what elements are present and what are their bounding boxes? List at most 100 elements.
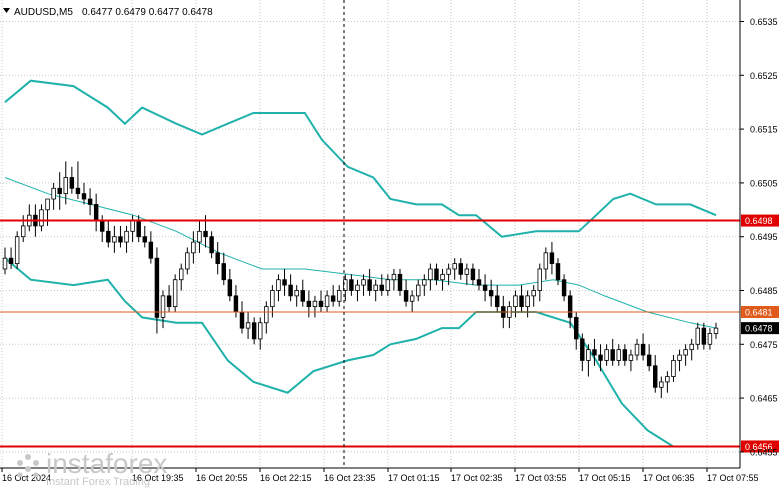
candle-body	[543, 252, 549, 270]
candle-body	[87, 198, 93, 205]
candle	[543, 247, 549, 280]
candle-body	[440, 273, 445, 281]
candle	[616, 344, 621, 366]
symbol-label: AUDUSD,M5	[14, 7, 73, 18]
candle	[330, 285, 336, 307]
candle-body	[154, 257, 160, 318]
candle	[634, 338, 640, 361]
candle	[142, 225, 147, 248]
candle	[513, 290, 518, 318]
candle-body	[531, 290, 536, 297]
instaforex-logo-icon	[17, 454, 39, 478]
candle-body	[270, 290, 275, 308]
candle-body	[616, 349, 621, 361]
candle	[8, 247, 14, 269]
brand-name: instaforex	[46, 448, 167, 479]
candle-body	[458, 263, 463, 275]
candle	[312, 295, 318, 318]
candle-body	[197, 230, 202, 243]
level-price-label: 0.6498	[745, 216, 773, 226]
price-tick-label: 0.6495	[750, 232, 778, 242]
candle	[81, 182, 87, 205]
candle	[379, 274, 384, 296]
candle-body	[258, 322, 263, 340]
candle	[549, 242, 555, 275]
chevron-down-icon[interactable]	[3, 8, 10, 13]
candle	[586, 344, 591, 377]
candle	[160, 290, 166, 329]
candle	[567, 290, 573, 329]
price-tick-label: 0.6525	[750, 71, 778, 81]
candle	[592, 338, 597, 366]
price-tick-label: 0.6475	[750, 340, 778, 350]
time-tick-label: 16 Oct 23:35	[324, 473, 376, 483]
candle-body	[634, 343, 640, 356]
candle-body	[349, 279, 354, 291]
candle	[440, 268, 445, 291]
candle-body	[245, 322, 251, 329]
candle	[482, 274, 488, 302]
candle-body	[622, 349, 628, 361]
upper-band-line	[4, 79, 717, 238]
candle-body	[282, 279, 287, 286]
price-tick-label: 0.6465	[750, 394, 778, 404]
candle	[598, 344, 603, 372]
candle	[112, 225, 117, 253]
candle-body	[646, 354, 652, 367]
candle-body	[191, 241, 196, 254]
candle	[2, 247, 8, 275]
candle-body	[203, 230, 208, 238]
candle	[300, 279, 305, 307]
level-price-tag	[741, 214, 779, 227]
candle-body	[215, 252, 220, 264]
candle	[87, 188, 93, 216]
candle-body	[172, 279, 178, 308]
candle	[646, 344, 652, 372]
time-tick-label: 17 Oct 03:55	[515, 473, 567, 483]
candle-body	[391, 273, 397, 281]
candle	[209, 231, 214, 259]
candle-body	[422, 279, 427, 286]
candle-body	[2, 257, 8, 270]
candle-body	[324, 295, 330, 308]
candle	[251, 317, 257, 345]
candle-body	[294, 290, 299, 297]
candle	[671, 355, 676, 382]
candle	[434, 263, 439, 286]
candle-body	[683, 349, 688, 356]
candle	[343, 274, 348, 302]
candle	[689, 338, 694, 361]
candle-body	[100, 220, 105, 232]
candle-body	[57, 187, 62, 195]
time-tick-label: 16 Oct 20:55	[196, 473, 248, 483]
candle	[337, 285, 342, 307]
price-tick-label: 0.6535	[750, 17, 778, 27]
level-price-tag	[741, 306, 779, 318]
candle	[227, 268, 233, 302]
candle	[391, 268, 397, 291]
candle	[537, 263, 542, 302]
chart-header: AUDUSD,M5 0.6477 0.6479 0.6477 0.6478	[3, 7, 213, 18]
candle-body	[464, 268, 470, 275]
candle	[75, 161, 81, 200]
candle-body	[659, 381, 664, 388]
candle	[179, 263, 184, 291]
candle-body	[330, 295, 336, 302]
candle	[264, 301, 269, 334]
candle-body	[695, 327, 700, 345]
candle-body	[75, 187, 81, 195]
time-tick-label: 17 Oct 02:35	[451, 473, 503, 483]
candle	[258, 317, 263, 350]
candle	[148, 231, 154, 264]
candle	[713, 322, 719, 339]
candle	[519, 285, 524, 312]
candle	[69, 166, 75, 194]
candle	[622, 344, 628, 366]
candle-body	[63, 177, 68, 195]
candle-body	[555, 263, 561, 281]
candle-body	[124, 230, 129, 243]
candle	[701, 322, 707, 350]
time-tick-label: 17 Oct 01:15	[388, 473, 440, 483]
